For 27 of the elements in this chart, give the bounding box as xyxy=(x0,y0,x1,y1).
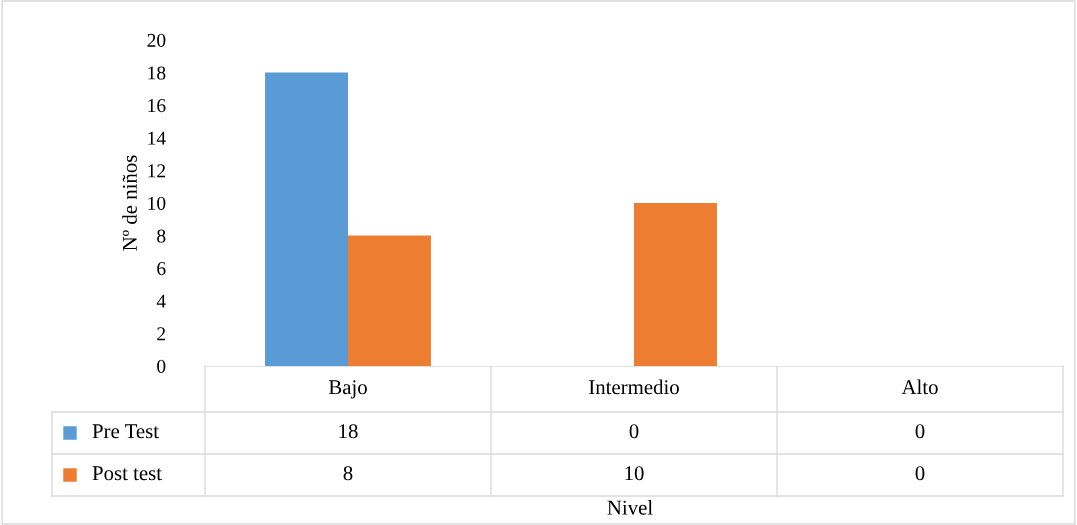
data-label: 8 xyxy=(343,466,353,481)
y-tick-label: 6 xyxy=(157,262,166,276)
y-axis-title: Nº de niños xyxy=(122,155,137,251)
data-label: 10 xyxy=(625,466,644,481)
y-tick-label: 10 xyxy=(148,196,166,210)
x-tick-label: Alto xyxy=(901,379,938,395)
y-tick-label: 16 xyxy=(148,99,166,113)
y-tick-label: 4 xyxy=(156,294,166,308)
bar xyxy=(348,235,431,366)
data-label: 18 xyxy=(339,424,358,439)
y-tick-label: 12 xyxy=(148,164,166,178)
y-tick-label: 8 xyxy=(157,229,166,243)
y-tick-label: 14 xyxy=(148,131,166,145)
bar xyxy=(634,203,717,366)
bar xyxy=(265,72,348,366)
y-tick-label: 0 xyxy=(157,359,166,373)
x-tick-label: Bajo xyxy=(328,380,367,399)
y-tick-label: 2 xyxy=(157,327,166,341)
legend-label: Post test xyxy=(92,466,162,481)
legend-label: Pre Test xyxy=(92,424,159,439)
y-tick-label: 18 xyxy=(148,66,166,80)
y-tick-label: 20 xyxy=(147,33,166,47)
data-label: 0 xyxy=(915,424,925,439)
x-tick-label: Intermedio xyxy=(589,379,679,395)
x-axis-title: Nivel xyxy=(607,500,653,515)
data-label: 0 xyxy=(629,424,639,439)
data-label: 0 xyxy=(915,466,925,481)
